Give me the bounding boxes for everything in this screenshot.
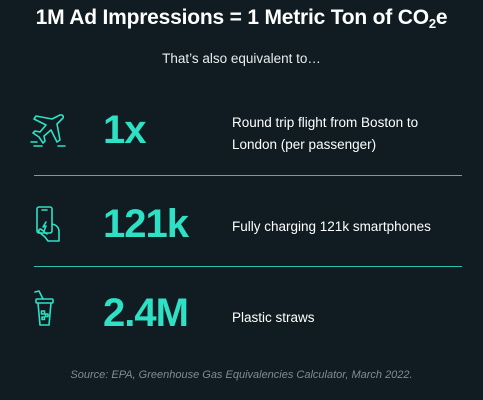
equivalent-row-flight: 1x Round trip flight from Boston to Lond… [0, 92, 483, 175]
source-note: Source: EPA, Greenhouse Gas Equivalencie… [70, 369, 413, 381]
airplane-icon [30, 114, 66, 147]
flight-description: Round trip flight from Boston to London … [232, 115, 419, 152]
subtitle: That’s also equivalent to… [162, 51, 321, 66]
title-prefix: 1M Ad Impressions = 1 Metric Ton of CO [35, 6, 429, 29]
equivalent-row-straws: 2.4M Plastic straws [0, 267, 483, 357]
page-title: 1M Ad Impressions = 1 Metric Ton of CO2e [0, 6, 483, 31]
divider [34, 266, 462, 267]
divider [34, 175, 462, 176]
title-suffix: e [435, 6, 448, 29]
equivalent-row-smartphones: 121k Fully charging 121k smartphones [0, 176, 483, 266]
flight-value: 1x [103, 108, 146, 152]
title-subscript: 2 [428, 16, 436, 31]
smartphone-icon [36, 206, 60, 242]
straws-value: 2.4M [103, 291, 189, 335]
smartphones-description: Fully charging 121k smartphones [232, 219, 431, 234]
cup-with-straw-icon [34, 290, 54, 326]
smartphones-value: 121k [103, 202, 189, 246]
straws-description: Plastic straws [232, 310, 315, 325]
